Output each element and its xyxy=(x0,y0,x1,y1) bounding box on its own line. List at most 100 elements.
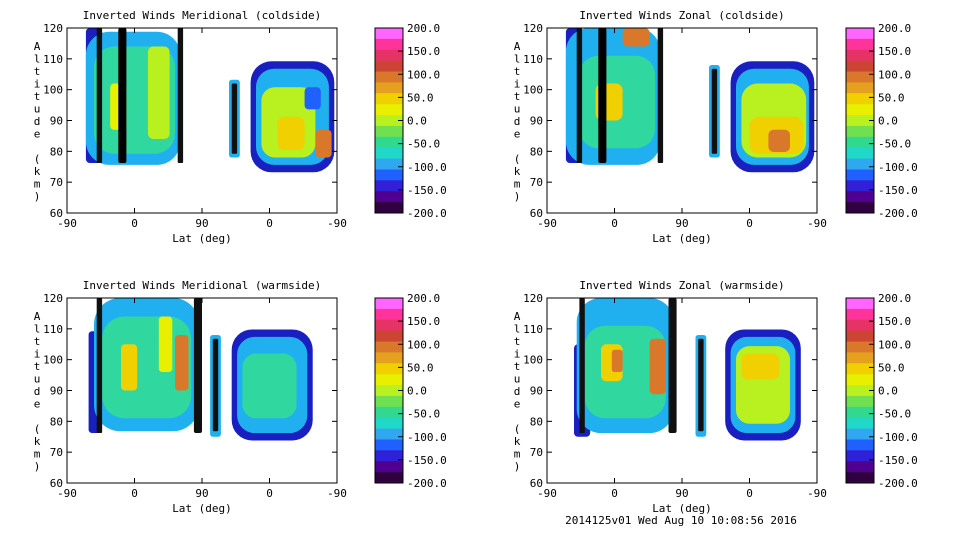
colorbar-tick-label: -50.0 xyxy=(878,408,911,421)
y-tick-label: 80 xyxy=(50,145,63,158)
x-tick-label: -90 xyxy=(327,217,347,230)
colorbar: 200.0 150.0 100.0 50.0 0.0 -50.0 -100.0 -150.0 -… xyxy=(845,22,918,220)
colorbar-swatch xyxy=(375,136,403,149)
colorbar-tick-label: -150.0 xyxy=(878,454,918,467)
colorbar-tick-label: -200.0 xyxy=(407,477,447,490)
colorbar-tick-label: 100.0 xyxy=(407,338,440,351)
y-tick-label: 80 xyxy=(530,415,543,428)
colorbar-swatch xyxy=(846,385,874,397)
colorbar-swatch xyxy=(375,38,403,51)
chart-title: Inverted Winds Meridional (warmside) xyxy=(83,279,321,292)
y-tick-label: 110 xyxy=(523,323,543,336)
x-axis-label: Lat (deg) xyxy=(172,502,232,515)
contour-region xyxy=(118,28,127,164)
y-tick-label: 110 xyxy=(43,53,63,66)
x-tick-label: 0 xyxy=(611,487,618,500)
colorbar-swatch xyxy=(375,374,403,386)
colorbar-tick-label: 200.0 xyxy=(878,22,911,35)
x-tick-label: 0 xyxy=(131,487,138,500)
contour-region xyxy=(611,349,623,372)
y-tick-label: 60 xyxy=(50,207,63,220)
colorbar-swatch xyxy=(846,341,874,353)
y-tick-label: 90 xyxy=(530,385,543,398)
colorbar-tick-label: -100.0 xyxy=(878,431,918,444)
colorbar-swatch xyxy=(846,202,874,214)
contour-region xyxy=(649,338,666,395)
colorbar-swatch xyxy=(846,136,874,149)
colorbar: 200.0 150.0 100.0 50.0 0.0 -50.0 -100.0 -150.0 -… xyxy=(374,292,447,490)
chart-title: Inverted Winds Zonal (coldside) xyxy=(579,9,784,22)
colorbar-swatch xyxy=(375,60,403,73)
x-tick-label: 0 xyxy=(746,217,753,230)
colorbar-swatch xyxy=(375,330,403,343)
colorbar-swatch xyxy=(846,308,874,321)
contour-region xyxy=(158,316,173,372)
y-tick-label: 90 xyxy=(530,115,543,128)
colorbar-swatch xyxy=(846,180,874,192)
x-axis-label: Lat (deg) xyxy=(652,232,712,245)
colorbar-swatch xyxy=(375,461,403,473)
colorbar-swatch xyxy=(375,28,403,40)
colorbar-tick-label: 150.0 xyxy=(878,45,911,58)
colorbar-swatch xyxy=(846,363,874,375)
colorbar-swatch xyxy=(846,49,874,62)
y-tick-label: 90 xyxy=(50,115,63,128)
colorbar-tick-label: 150.0 xyxy=(407,45,440,58)
colorbar-tick-label: -200.0 xyxy=(878,477,918,490)
y-tick-label: 80 xyxy=(530,145,543,158)
colorbar-swatch xyxy=(375,319,403,332)
colorbar-swatch xyxy=(846,330,874,343)
colorbar-swatch xyxy=(846,115,874,127)
colorbar-tick-label: 100.0 xyxy=(878,338,911,351)
colorbar-swatch xyxy=(846,28,874,40)
y-tick-label: 70 xyxy=(530,176,543,189)
x-tick-label: -90 xyxy=(57,217,77,230)
y-tick-label: 120 xyxy=(523,292,543,305)
colorbar-swatch xyxy=(375,49,403,62)
contour-region xyxy=(579,298,585,434)
colorbar-swatch xyxy=(375,428,403,440)
y-tick-label: 70 xyxy=(50,176,63,189)
colorbar-tick-label: 200.0 xyxy=(407,292,440,305)
contour-region xyxy=(741,353,780,380)
colorbar-swatch xyxy=(375,352,403,364)
contour-region xyxy=(668,298,677,434)
colorbar-swatch xyxy=(375,71,403,83)
chart-title: Inverted Winds Zonal (warmside) xyxy=(579,279,784,292)
colorbar-tick-label: 100.0 xyxy=(878,68,911,81)
colorbar-swatch xyxy=(375,202,403,214)
colorbar-swatch xyxy=(375,385,403,397)
colorbar-swatch xyxy=(846,82,874,94)
colorbar-tick-label: 50.0 xyxy=(407,361,434,374)
y-tick-label: 80 xyxy=(50,415,63,428)
contour-region xyxy=(148,46,170,139)
colorbar-swatch xyxy=(375,450,403,462)
contour-field xyxy=(88,298,313,441)
contour-field xyxy=(85,28,335,173)
chart-panel-2: Inverted Winds Zonal (coldside) 60 70 80 90 1… xyxy=(514,9,918,245)
colorbar-swatch xyxy=(375,115,403,127)
colorbar-swatch xyxy=(375,125,403,138)
contour-region xyxy=(576,28,583,164)
chart-panel-1: Inverted Winds Meridional (coldside) 60 70… xyxy=(34,9,447,245)
colorbar-swatch xyxy=(375,104,403,116)
colorbar-swatch xyxy=(846,428,874,440)
colorbar-swatch xyxy=(375,191,403,203)
contour-region xyxy=(193,298,202,434)
contour-region xyxy=(315,129,332,158)
contour-region xyxy=(698,338,704,432)
contour-region xyxy=(231,83,238,154)
contour-region xyxy=(622,28,650,47)
colorbar-swatch xyxy=(846,395,874,408)
colorbar-swatch xyxy=(846,472,874,484)
contour-region xyxy=(242,353,297,419)
colorbar-swatch xyxy=(375,93,403,105)
x-tick-label: 90 xyxy=(195,217,208,230)
colorbar-swatch xyxy=(375,158,403,170)
colorbar-swatch xyxy=(375,406,403,419)
y-tick-label: 90 xyxy=(50,385,63,398)
colorbar-swatch xyxy=(846,38,874,51)
